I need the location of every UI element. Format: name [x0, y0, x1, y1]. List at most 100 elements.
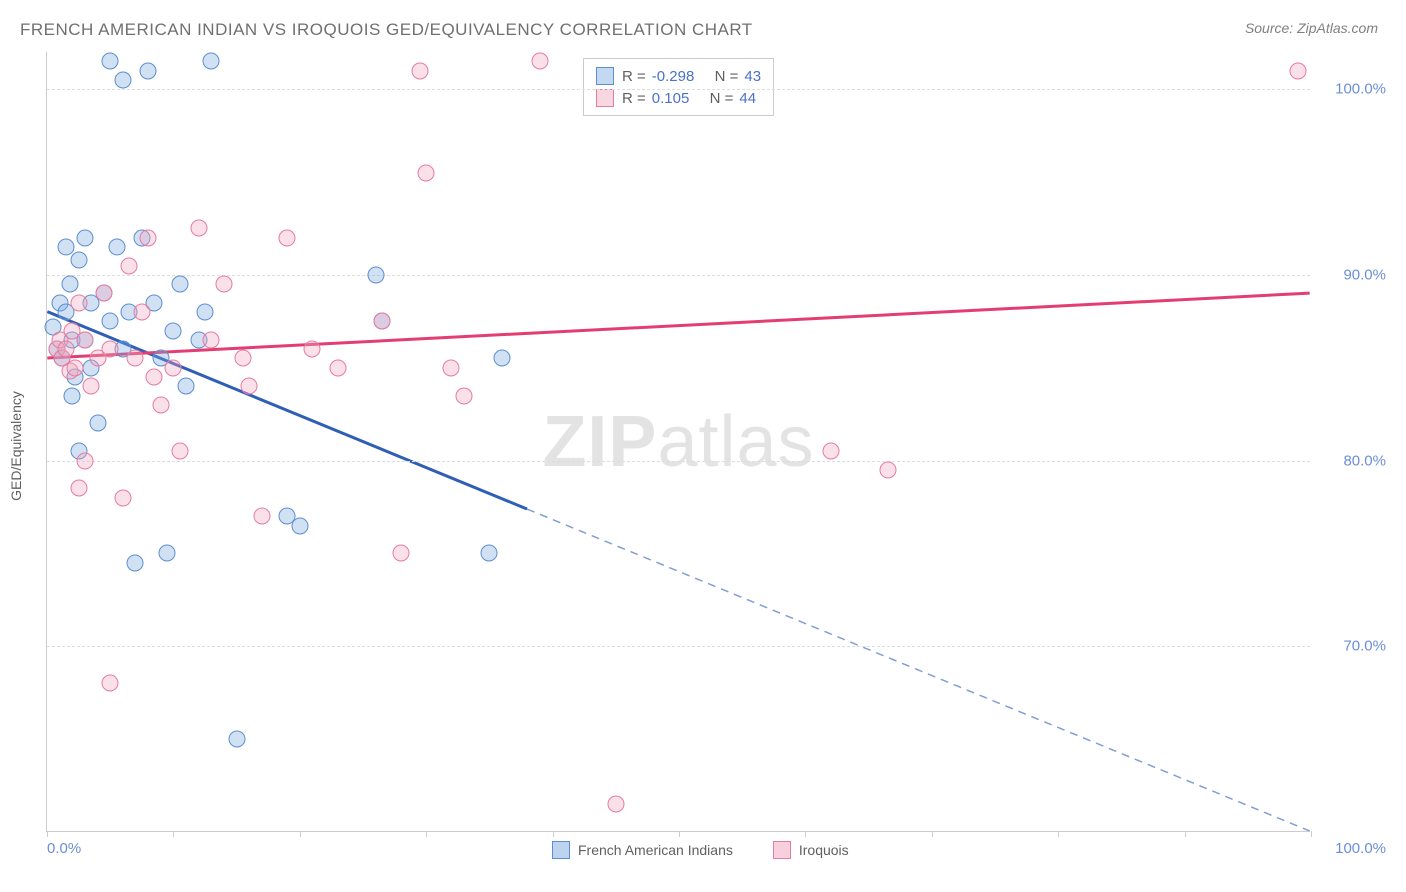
scatter-point [76, 229, 93, 246]
series-legend: French American Indians Iroquois [552, 841, 849, 859]
trendline-dashed [527, 509, 1310, 831]
trend-lines-svg [47, 52, 1310, 831]
watermark-bold: ZIP [542, 402, 657, 482]
scatter-point [70, 294, 87, 311]
x-tick [932, 831, 933, 837]
stats-legend: R =-0.298 N =43 R =0.105 N =44 [583, 58, 774, 116]
scatter-point [140, 229, 157, 246]
scatter-point [215, 276, 232, 293]
scatter-point [165, 322, 182, 339]
scatter-point [121, 257, 138, 274]
scatter-point [140, 62, 157, 79]
source-credit: Source: ZipAtlas.com [1245, 20, 1378, 36]
scatter-point [159, 545, 176, 562]
scatter-point [108, 239, 125, 256]
scatter-point [291, 517, 308, 534]
scatter-point [70, 480, 87, 497]
scatter-point [102, 675, 119, 692]
chart-title: FRENCH AMERICAN INDIAN VS IROQUOIS GED/E… [20, 20, 753, 40]
scatter-point [234, 350, 251, 367]
series-legend-item: French American Indians [552, 841, 733, 859]
gridline-h [47, 646, 1310, 647]
gridline-h [47, 275, 1310, 276]
scatter-point [114, 71, 131, 88]
stats-legend-row: R =-0.298 N =43 [596, 65, 761, 87]
scatter-point [178, 378, 195, 395]
x-tick [553, 831, 554, 837]
scatter-point [102, 53, 119, 70]
scatter-point [411, 62, 428, 79]
scatter-point [203, 53, 220, 70]
scatter-point [190, 220, 207, 237]
x-tick [1311, 831, 1312, 837]
scatter-point [879, 461, 896, 478]
scatter-point [152, 396, 169, 413]
trendline-solid [47, 293, 1309, 358]
scatter-point [241, 378, 258, 395]
scatter-point [373, 313, 390, 330]
y-axis-label: GED/Equivalency [8, 391, 24, 501]
stats-legend-row: R =0.105 N =44 [596, 87, 761, 109]
scatter-point [607, 796, 624, 813]
scatter-point [146, 369, 163, 386]
y-tick-label: 90.0% [1316, 266, 1386, 283]
scatter-point [133, 304, 150, 321]
scatter-point [70, 252, 87, 269]
scatter-point [392, 545, 409, 562]
scatter-point [253, 508, 270, 525]
scatter-point [83, 378, 100, 395]
y-tick-label: 70.0% [1316, 638, 1386, 655]
scatter-point [1290, 62, 1307, 79]
scatter-point [304, 341, 321, 358]
x-tick [47, 831, 48, 837]
gridline-h [47, 461, 1310, 462]
scatter-point [443, 359, 460, 376]
legend-swatch [552, 841, 570, 859]
scatter-point [76, 331, 93, 348]
x-tick [1185, 831, 1186, 837]
scatter-point [418, 164, 435, 181]
scatter-point [95, 285, 112, 302]
scatter-point [102, 341, 119, 358]
scatter-point [197, 304, 214, 321]
legend-swatch [596, 89, 614, 107]
scatter-point [494, 350, 511, 367]
scatter-point [171, 443, 188, 460]
x-tick [805, 831, 806, 837]
scatter-point [64, 387, 81, 404]
legend-swatch [773, 841, 791, 859]
x-tick [426, 831, 427, 837]
scatter-point [76, 452, 93, 469]
scatter-point [822, 443, 839, 460]
scatter-point [165, 359, 182, 376]
x-tick [300, 831, 301, 837]
plot-area: ZIPatlas R =-0.298 N =43 R =0.105 N =44 … [46, 52, 1310, 832]
legend-stat-text: R =-0.298 N =43 [622, 68, 761, 85]
scatter-point [329, 359, 346, 376]
series-legend-label: Iroquois [799, 842, 849, 858]
watermark-light: atlas [657, 402, 814, 482]
series-legend-label: French American Indians [578, 842, 733, 858]
scatter-point [171, 276, 188, 293]
scatter-point [279, 229, 296, 246]
scatter-point [57, 341, 74, 358]
legend-swatch [596, 67, 614, 85]
y-tick-label: 80.0% [1316, 452, 1386, 469]
scatter-point [367, 266, 384, 283]
scatter-point [66, 359, 83, 376]
gridline-h [47, 89, 1310, 90]
scatter-point [531, 53, 548, 70]
series-legend-item: Iroquois [773, 841, 849, 859]
scatter-point [203, 331, 220, 348]
scatter-point [61, 276, 78, 293]
scatter-point [481, 545, 498, 562]
scatter-point [127, 554, 144, 571]
scatter-point [127, 350, 144, 367]
scatter-point [114, 489, 131, 506]
scatter-point [228, 731, 245, 748]
x-tick [1058, 831, 1059, 837]
scatter-point [456, 387, 473, 404]
x-tick-label: 0.0% [47, 840, 81, 857]
legend-stat-text: R =0.105 N =44 [622, 90, 756, 107]
x-tick [679, 831, 680, 837]
